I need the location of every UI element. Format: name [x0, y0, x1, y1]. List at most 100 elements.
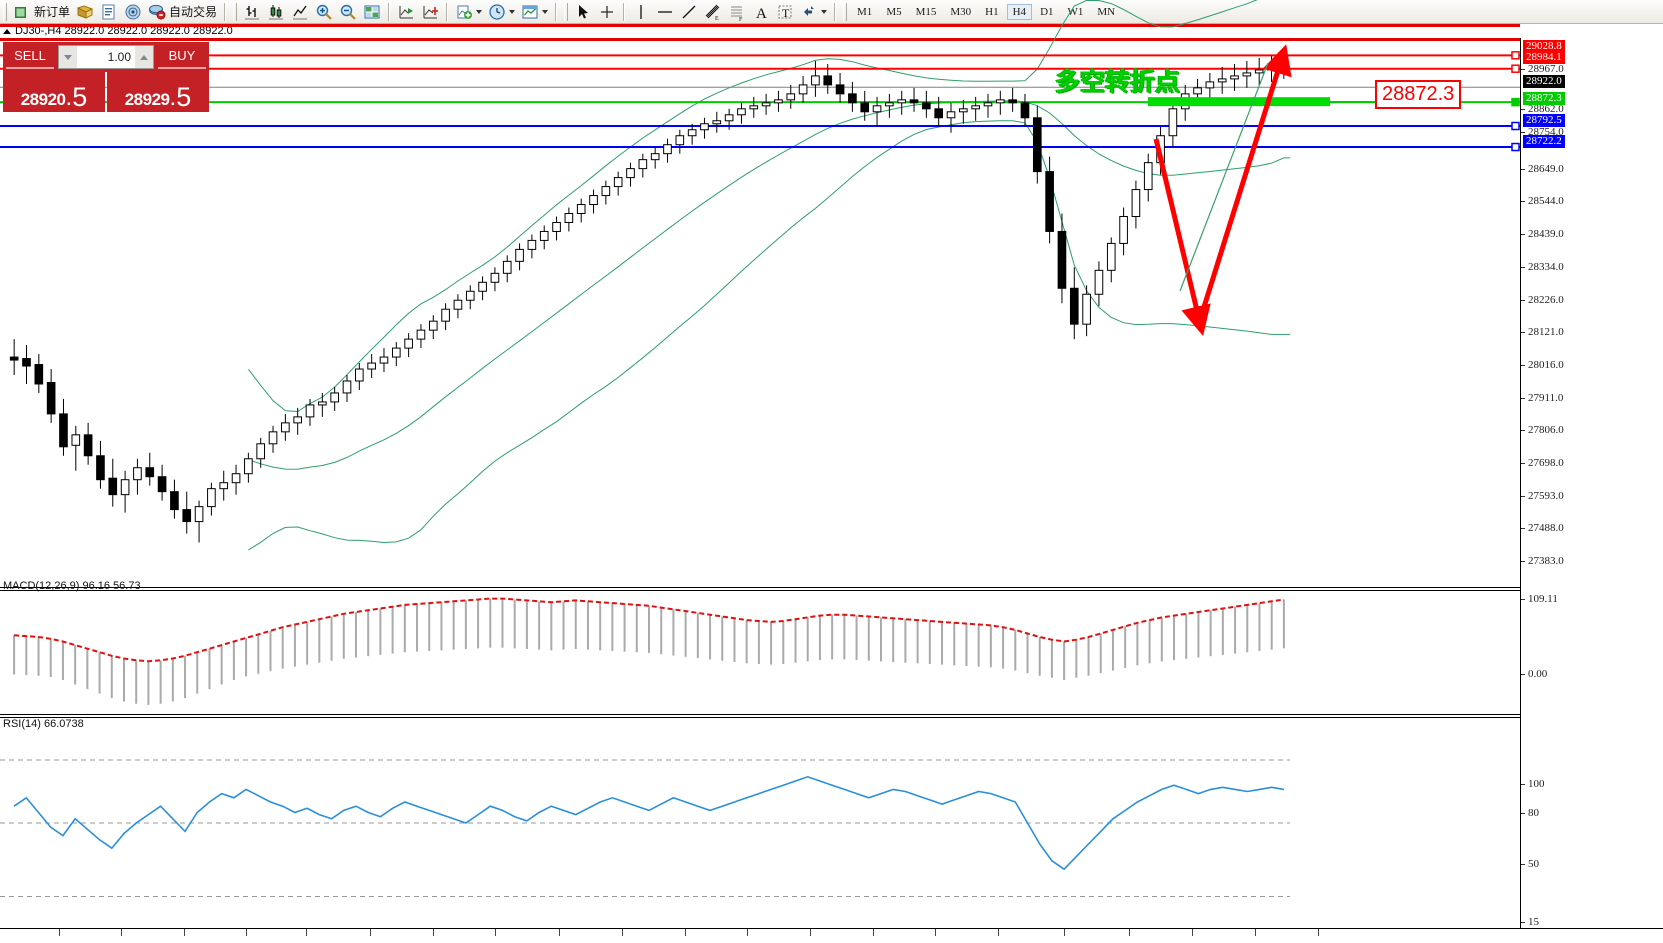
line-drag-handle[interactable]: [1511, 142, 1520, 152]
data-window-button[interactable]: [73, 1, 97, 23]
text-tool-button[interactable]: A: [749, 1, 773, 23]
line-chart-button[interactable]: [288, 1, 312, 23]
candle-body: [1217, 78, 1227, 83]
candlestick-chart-button[interactable]: [264, 1, 288, 23]
shift-start-button[interactable]: [394, 1, 418, 23]
trendline-tool-button[interactable]: [677, 1, 701, 23]
zoom-in-button[interactable]: [312, 1, 336, 23]
fibonacci-tool-button[interactable]: F: [725, 1, 749, 23]
buy-price-display[interactable]: 28929 . 5: [107, 72, 209, 112]
price-level-label[interactable]: 29028.8: [1523, 40, 1565, 53]
templates-dropdown-arrow[interactable]: [542, 9, 549, 14]
macd-histogram-bar: [513, 599, 516, 649]
volume-increment-button[interactable]: [135, 46, 153, 68]
templates-button[interactable]: [518, 1, 551, 23]
candle-body: [1267, 66, 1276, 71]
rsi-pane[interactable]: [0, 718, 1520, 928]
macd-indicator-label[interactable]: MACD(12,26,9) 96.16 56.73: [3, 580, 141, 592]
toolbar-grip-3[interactable]: [564, 2, 569, 21]
price-scale[interactable]: 28967.0 28862.0 28754.0 28649.0 28544.0 28439…: [1520, 38, 1663, 943]
volume-input[interactable]: 1.00: [58, 45, 154, 69]
sell-price-display[interactable]: 28920 . 5: [3, 72, 105, 112]
time-tick: [1129, 929, 1130, 936]
volume-value[interactable]: 1.00: [107, 50, 131, 64]
zoom-out-button[interactable]: [336, 1, 360, 23]
time-tick: [433, 929, 434, 936]
timeframe-h4[interactable]: H4: [1006, 3, 1033, 20]
vertical-line-icon: [640, 4, 642, 19]
macd-histogram-bar: [220, 645, 223, 685]
collapse-triangle-icon[interactable]: [3, 28, 11, 34]
buy-button[interactable]: BUY: [158, 45, 206, 69]
vertical-line-tool-button[interactable]: [629, 1, 653, 23]
macd-histogram-bar: [709, 614, 712, 660]
cursor-tool-button[interactable]: [571, 1, 595, 23]
toolbar-grip-2[interactable]: [233, 2, 238, 21]
period-button[interactable]: [485, 1, 518, 23]
add-indicator-button[interactable]: [452, 1, 485, 23]
timeframe-mn[interactable]: MN: [1097, 5, 1116, 18]
timeframe-m1[interactable]: M1: [857, 5, 873, 18]
bar-chart-button[interactable]: [240, 1, 264, 23]
sell-button[interactable]: SELL: [6, 45, 54, 69]
shapes-tool-button[interactable]: [797, 1, 830, 23]
market-watch-button[interactable]: [121, 1, 145, 23]
autotrading-button[interactable]: 自动交易: [145, 1, 220, 23]
macd-histogram-bar: [928, 620, 931, 665]
candle-body: [428, 320, 438, 331]
up-trend-arrow[interactable]: [1196, 44, 1292, 324]
timeframe-h1[interactable]: H1: [985, 5, 999, 18]
down-trend-arrow[interactable]: [1153, 138, 1211, 337]
macd-pane[interactable]: [0, 591, 1520, 716]
price-level-label[interactable]: 28984.1: [1523, 51, 1565, 64]
horizontal-line-icon: [658, 10, 673, 13]
line-drag-handle[interactable]: [1511, 64, 1520, 73]
line-drag-handle[interactable]: [1511, 121, 1520, 131]
time-tick: [810, 929, 811, 936]
timeframe-d1[interactable]: D1: [1040, 5, 1054, 18]
candle-body: [416, 329, 426, 340]
macd-histogram-bar: [37, 637, 40, 676]
line-drag-handle[interactable]: [1511, 97, 1520, 107]
text-label-tool-button[interactable]: T: [773, 1, 797, 23]
macd-histogram-bar: [428, 603, 431, 651]
macd-histogram-bar: [562, 601, 565, 650]
trendline-icon: [682, 5, 696, 18]
auto-scroll-button[interactable]: [418, 1, 442, 23]
candle-body: [391, 347, 401, 358]
price-level-tag[interactable]: 28872.3: [1375, 80, 1462, 109]
navigator-button[interactable]: [97, 1, 121, 23]
timeframe-m15[interactable]: M15: [915, 5, 937, 18]
line-drag-handle[interactable]: [1511, 51, 1520, 60]
timeframe-w1[interactable]: W1: [1067, 5, 1084, 18]
price-level-label[interactable]: 28922.0: [1523, 75, 1565, 88]
macd-histogram-bar: [1258, 603, 1261, 651]
toolbar-grip[interactable]: [3, 2, 7, 21]
price-pane[interactable]: [0, 0, 1520, 587]
green-zone-marker[interactable]: [1148, 97, 1330, 107]
period-dropdown-arrow[interactable]: [509, 9, 516, 14]
crosshair-tool-button[interactable]: [595, 1, 619, 23]
price-level-label[interactable]: 28792.5: [1523, 114, 1565, 127]
auto-scroll-icon: [423, 5, 439, 18]
new-order-button[interactable]: 新订单: [10, 1, 73, 23]
shapes-dropdown-arrow[interactable]: [821, 9, 828, 14]
tile-windows-button[interactable]: [360, 1, 384, 23]
price-level-label[interactable]: 28722.2: [1523, 135, 1565, 148]
candle-body: [589, 195, 598, 206]
horizontal-line-tool-button[interactable]: [653, 1, 677, 23]
indicator-dropdown-arrow[interactable]: [476, 9, 483, 14]
price-level-label[interactable]: 28872.3: [1523, 92, 1565, 105]
timeframe-m5[interactable]: M5: [886, 5, 902, 18]
toolbar-separator-4: [555, 2, 558, 21]
volume-decrement-button[interactable]: [59, 46, 77, 68]
time-axis[interactable]: 9 Nov 20192 Dec 20:004 Dec 04:005 Dec 12…: [0, 928, 1663, 943]
equidistant-channel-button[interactable]: E: [701, 1, 725, 23]
timeframe-group: M1 M5 M15 M30 H1 H4 D1 W1 MN: [850, 3, 1122, 20]
one-click-trading-panel[interactable]: SELL 1.00 BUY 28920 . 5: [3, 42, 209, 134]
timeframe-m30[interactable]: M30: [950, 5, 972, 18]
rsi-indicator-label[interactable]: RSI(14) 66.0738: [3, 718, 84, 730]
toolbar-grip-4[interactable]: [843, 2, 848, 21]
rsi-tick: 80: [1521, 807, 1539, 819]
